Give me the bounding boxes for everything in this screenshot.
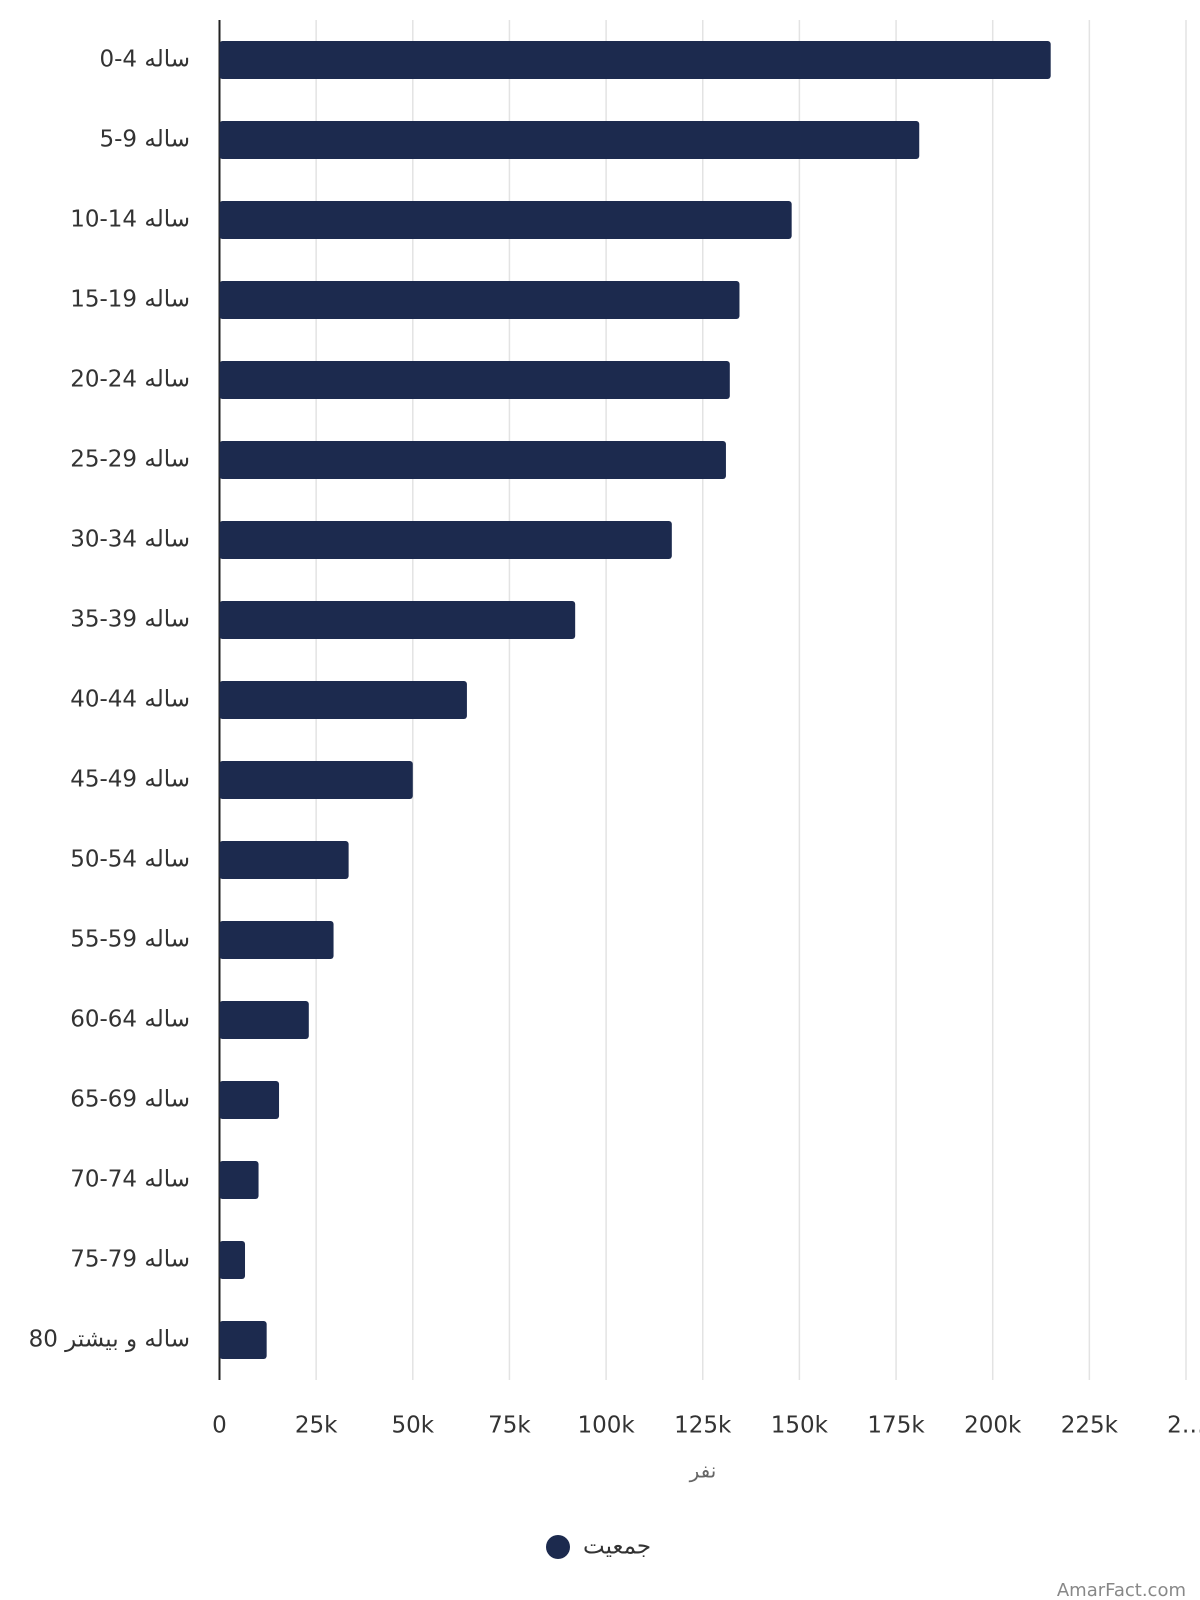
- x-tick-label: 225k: [1061, 1413, 1119, 1439]
- bar: [219, 1161, 259, 1199]
- bar: [219, 841, 349, 879]
- x-tick-label: 50k: [392, 1413, 435, 1439]
- x-tick-label: 200k: [964, 1413, 1022, 1439]
- bar: [219, 1001, 309, 1039]
- y-tick-label: 25-29 ساله: [70, 447, 190, 473]
- y-tick-label: 0-4 ساله: [99, 47, 190, 73]
- x-tick-label: 150k: [771, 1413, 829, 1439]
- bar: [219, 1321, 267, 1359]
- x-tick-label: 2…: [1167, 1413, 1200, 1439]
- y-tick-label: 30-34 ساله: [70, 527, 190, 553]
- y-tick-label: 80 ساله و بیشتر: [29, 1327, 190, 1353]
- bar: [219, 1081, 280, 1119]
- y-tick-label: 65-69 ساله: [70, 1087, 190, 1113]
- y-tick-label: 45-49 ساله: [70, 767, 190, 793]
- bar: [219, 761, 413, 799]
- bar: [219, 921, 334, 959]
- bar: [219, 121, 920, 159]
- y-tick-label: 60-64 ساله: [70, 1007, 190, 1033]
- x-tick-label: 175k: [867, 1413, 925, 1439]
- y-tick-label: 15-19 ساله: [70, 287, 190, 313]
- y-tick-label: 40-44 ساله: [70, 687, 190, 713]
- x-tick-label: 0: [212, 1413, 227, 1439]
- y-tick-label: 5-9 ساله: [99, 127, 190, 153]
- bar: [219, 281, 740, 319]
- watermark: AmarFact.com: [1057, 1580, 1186, 1600]
- bar: [219, 361, 730, 399]
- y-tick-label: 10-14 ساله: [70, 207, 190, 233]
- bar: [219, 201, 792, 239]
- y-tick-label: 20-24 ساله: [70, 367, 190, 393]
- x-tick-label: 100k: [577, 1413, 635, 1439]
- bar: [219, 601, 576, 639]
- bar: [219, 1241, 246, 1279]
- bar: [219, 41, 1051, 79]
- x-tick-label: 25k: [295, 1413, 338, 1439]
- bar: [219, 681, 467, 719]
- y-tick-label: 50-54 ساله: [70, 847, 190, 873]
- x-tick-label: 75k: [488, 1413, 531, 1439]
- legend-marker: [546, 1535, 570, 1559]
- bar: [219, 521, 672, 559]
- x-tick-label: 125k: [674, 1413, 732, 1439]
- legend-label: جمعیت: [583, 1534, 651, 1560]
- bar: [219, 441, 726, 479]
- x-axis-title: نفر: [689, 1459, 717, 1483]
- y-tick-label: 35-39 ساله: [70, 607, 190, 633]
- y-tick-label: 55-59 ساله: [70, 927, 190, 953]
- y-tick-label: 75-79 ساله: [70, 1247, 190, 1273]
- y-tick-label: 70-74 ساله: [70, 1167, 190, 1193]
